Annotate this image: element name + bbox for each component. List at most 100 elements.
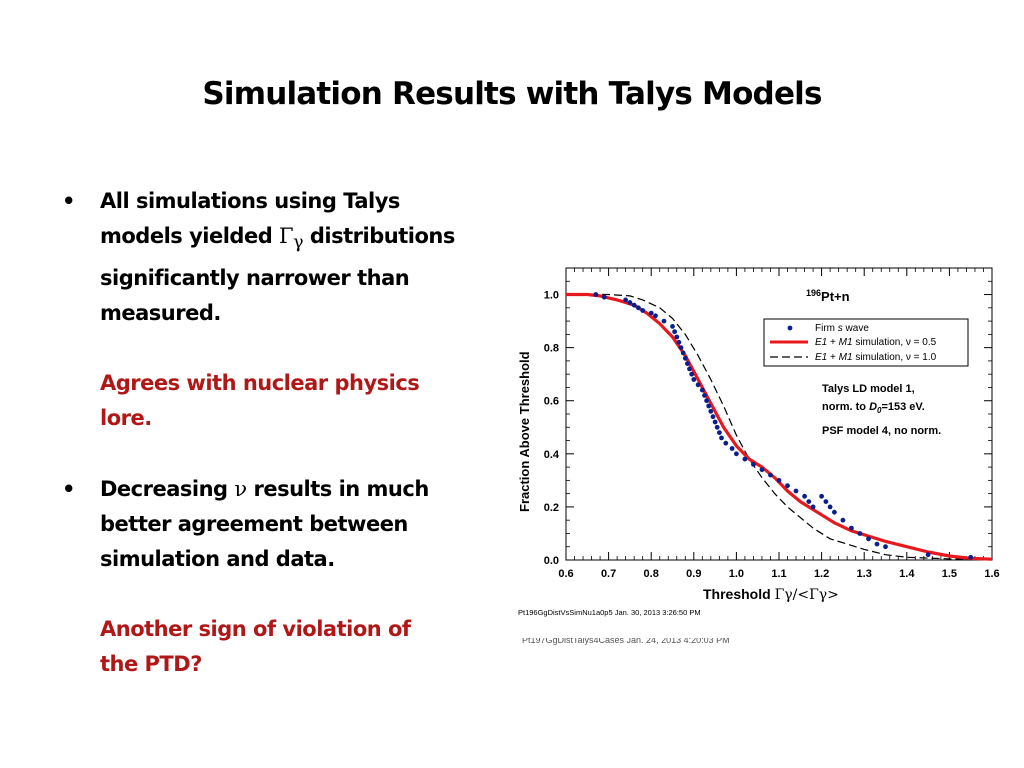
legend-entry-1-pre: Firm (815, 323, 838, 334)
y-tick-label: 0.2 (544, 502, 559, 514)
data-point (593, 292, 599, 297)
data-point (840, 517, 846, 523)
threshold-chart: Pt197GgDistTalys4Cases Jan. 24, 2013 4:2… (517, 267, 1000, 645)
data-point (810, 504, 816, 510)
slide-title: Simulation Results with Talys Models (202, 76, 822, 112)
bullet-2-line-1: Decreasing ν results in much (100, 472, 492, 507)
x-tick-label: 1.5 (942, 568, 957, 580)
legend-marker-data (787, 325, 793, 331)
data-point (968, 554, 974, 560)
axes: 0.6 0.7 0.8 0.9 1.0 1.1 1.2 1.3 1.4 1.5 1.6 0.0 0.2 0… (544, 267, 1000, 580)
data-point (759, 467, 765, 473)
annotation-d: D (869, 401, 877, 413)
data-point (712, 419, 718, 425)
bullet-1-line-1: All simulations using Talys (100, 189, 400, 213)
data-point (925, 552, 931, 558)
legend-entry-3-post: simulation, ν = 1.0 (853, 352, 937, 363)
data-point (601, 294, 607, 300)
annotation-d-sub: 0 (877, 406, 882, 415)
x-tick-label: 0.7 (601, 568, 616, 580)
data-point (661, 318, 667, 324)
data-point (695, 382, 701, 388)
gamma-symbol: Γγ (279, 224, 304, 253)
data-point (751, 462, 756, 467)
y-tick-label: 0.4 (544, 449, 560, 461)
data-point (631, 302, 637, 308)
data-point (648, 310, 654, 316)
data-point (636, 305, 641, 311)
data-point (678, 345, 684, 350)
annotation-line-2-post: =153 eV. (881, 401, 924, 413)
y-axis-label: Fraction Above Threshold (517, 351, 532, 512)
footer-stamp: Pt196GgDistVsSimNu1a0p5 Jan. 30, 2013 3:… (518, 608, 701, 617)
bullet-2-line-2: better agreement between (100, 512, 408, 537)
data-point (687, 366, 692, 372)
x-tick-label: 1.2 (814, 568, 829, 580)
data-point (685, 361, 690, 366)
annotation-line-3: PSF model 4, no norm. (822, 425, 941, 437)
x-tick-label: 0.6 (558, 568, 573, 580)
data-point (742, 456, 748, 462)
legend-entry-2-em: E1 (815, 337, 827, 348)
bullet-2-note-line-1: Another sign of violation of (100, 617, 411, 642)
data-point (768, 472, 773, 478)
data-point (717, 430, 722, 435)
data-point (849, 525, 854, 531)
data-point (714, 424, 720, 430)
annotation-line-2-pre: norm. to (822, 401, 869, 413)
under-stamp: Pt197GgDistTalys4Cases Jan. 24, 2013 4:2… (522, 635, 730, 645)
data-point (793, 488, 799, 494)
bullet-marker: • (62, 477, 75, 502)
data-point (866, 536, 871, 542)
chart-title-sup: 196 (806, 288, 821, 298)
legend-entry-1-post: wave (843, 323, 870, 334)
bullet-1-line-2: models yielded Γγ distributions (100, 219, 492, 261)
series-layer (566, 292, 993, 561)
plot-frame (565, 267, 993, 561)
data-point (702, 393, 707, 398)
nu-symbol: ν (234, 477, 247, 502)
y-tick-label: 0.8 (544, 343, 559, 355)
bullet-1-line-2-pre: models yielded (100, 224, 280, 248)
data-point (706, 403, 712, 409)
data-point (682, 355, 688, 361)
chart-title: 196Pt+n (806, 288, 850, 304)
legend-entry-2-post: simulation, ν = 0.5 (853, 337, 937, 348)
data-point (710, 414, 716, 420)
x-tick-label: 1.1 (771, 568, 786, 580)
bullet-2-line-1-post: results in much (246, 477, 429, 502)
x-tick-label: 1.3 (857, 568, 872, 580)
data-point (806, 499, 812, 504)
data-point (823, 499, 829, 504)
data-point (802, 493, 807, 499)
x-tick-label: 0.8 (644, 568, 659, 580)
data-point (670, 324, 675, 329)
bullet-list: • All simulations using Talys models yie… (62, 184, 492, 682)
x-axis-label: Threshold Γγ/<Γγ> (703, 586, 839, 603)
legend-entry-1-em: s (838, 323, 843, 334)
chart-title-main: Pt+n (821, 289, 850, 304)
bullet-1-note-line-1: Agrees with nuclear physics (100, 371, 420, 396)
x-tick-label: 0.9 (686, 568, 701, 580)
gamma-capital: Γ (279, 224, 294, 248)
data-point (819, 493, 824, 499)
legend: Firm s wave E1 + M1 simulation, ν = 0.5 … (763, 318, 969, 367)
x-tick-label: 1.6 (984, 568, 999, 580)
x-axis-label-formula: Γγ/<Γγ> (775, 587, 839, 603)
under-stamp-mask (520, 627, 820, 638)
legend-entry-3-em: E1 (815, 352, 827, 363)
bullet-marker: • (62, 189, 75, 213)
data-point (653, 313, 658, 319)
data-point (785, 483, 790, 489)
data-point (640, 308, 646, 313)
data-point (674, 334, 680, 340)
data-point (676, 339, 682, 345)
x-axis-label-pre: Threshold (703, 586, 775, 602)
data-point (672, 329, 677, 335)
bullet-1-line-3: significantly narrower than (100, 266, 410, 291)
data-point (704, 398, 709, 404)
y-tick-label: 0.0 (544, 555, 559, 567)
data-point (776, 478, 782, 483)
data-point (699, 387, 705, 393)
bullet-1-note-line-2: lore. (100, 406, 152, 431)
